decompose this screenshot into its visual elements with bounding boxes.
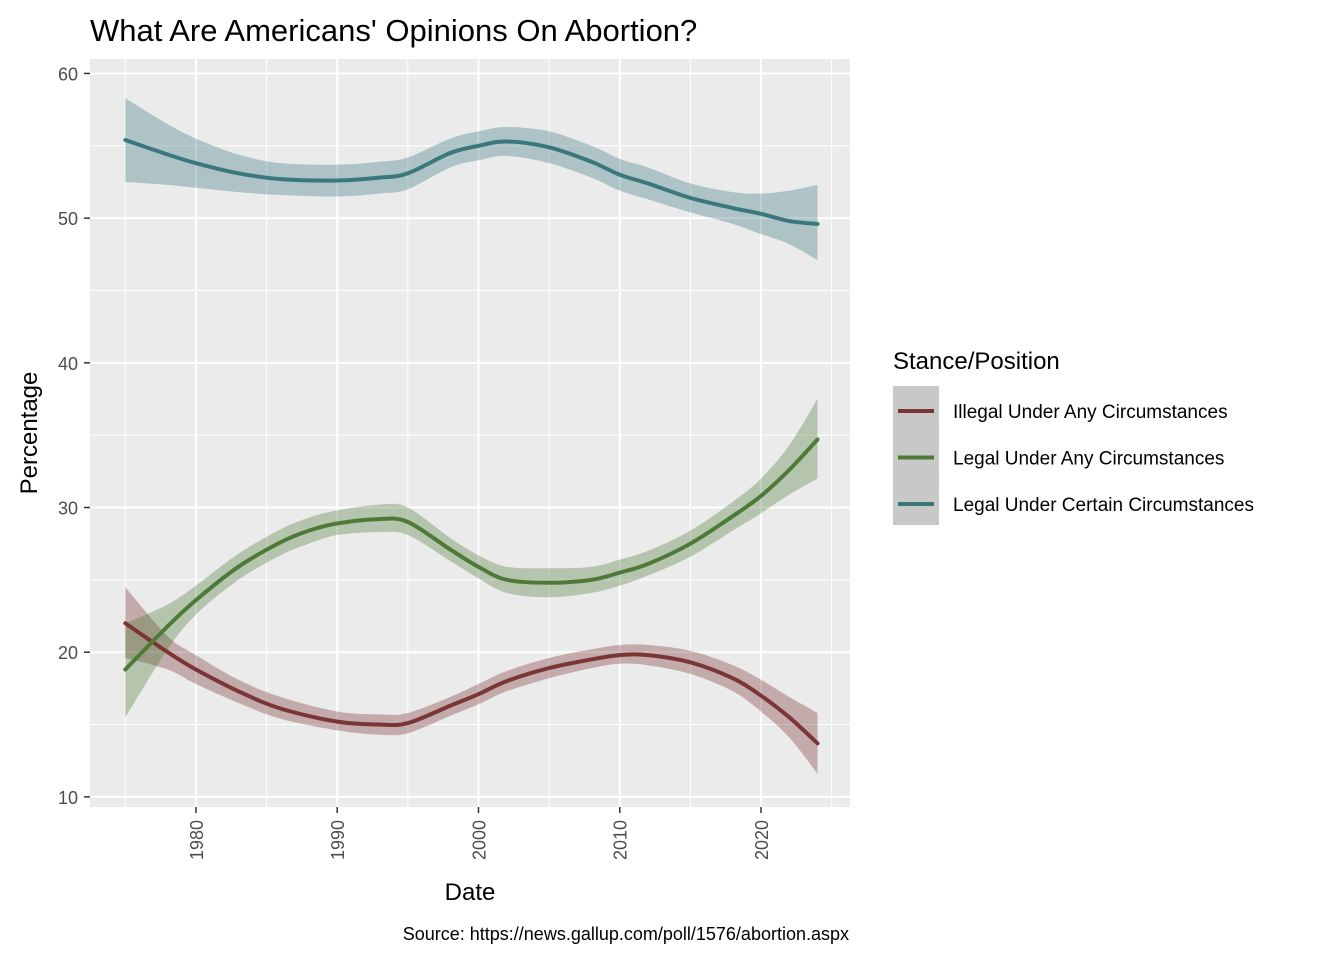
y-axis-ticks: 10 20 30 40 50 60 (58, 64, 90, 808)
major-gridlines (90, 59, 850, 807)
y-tick-label: 50 (58, 209, 78, 229)
x-tick-label: 2020 (752, 820, 772, 860)
y-tick-label: 30 (58, 499, 78, 519)
x-tick-label: 1980 (187, 820, 207, 860)
legend-label-illegal-under-any-circumstances: Illegal Under Any Circumstances (953, 402, 1228, 423)
legend: Illegal Under Any Circumstances Legal Und… (898, 402, 1254, 516)
x-axis-title: Date (445, 879, 496, 906)
x-tick-label: 2000 (469, 820, 489, 860)
y-tick-label: 60 (58, 64, 78, 84)
x-tick-label: 2010 (611, 820, 631, 860)
line-legal-under-any-circumstances (123, 437, 820, 672)
x-tick-label: 1990 (328, 820, 348, 860)
chart-title: What Are Americans' Opinions On Abortion… (90, 13, 697, 48)
ribbon-legal-under-any-circumstances (125, 399, 818, 718)
chart-caption: Source: https://news.gallup.com/poll/157… (403, 924, 849, 944)
legend-title: Stance/Position (893, 348, 1060, 375)
series-lines (123, 138, 820, 746)
y-tick-label: 40 (58, 354, 78, 374)
line-illegal-under-any-circumstances (123, 621, 820, 746)
y-tick-label: 10 (58, 788, 78, 808)
y-tick-label: 20 (58, 643, 78, 663)
y-axis-title: Percentage (16, 372, 43, 495)
x-axis-ticks: 1980 1990 2000 2010 2020 (187, 807, 772, 860)
legend-label-legal-under-certain-circumstances: Legal Under Certain Circumstances (953, 495, 1254, 516)
line-legal-under-certain-circumstances (123, 138, 820, 226)
legend-label-legal-under-any-circumstances: Legal Under Any Circumstances (953, 449, 1224, 470)
